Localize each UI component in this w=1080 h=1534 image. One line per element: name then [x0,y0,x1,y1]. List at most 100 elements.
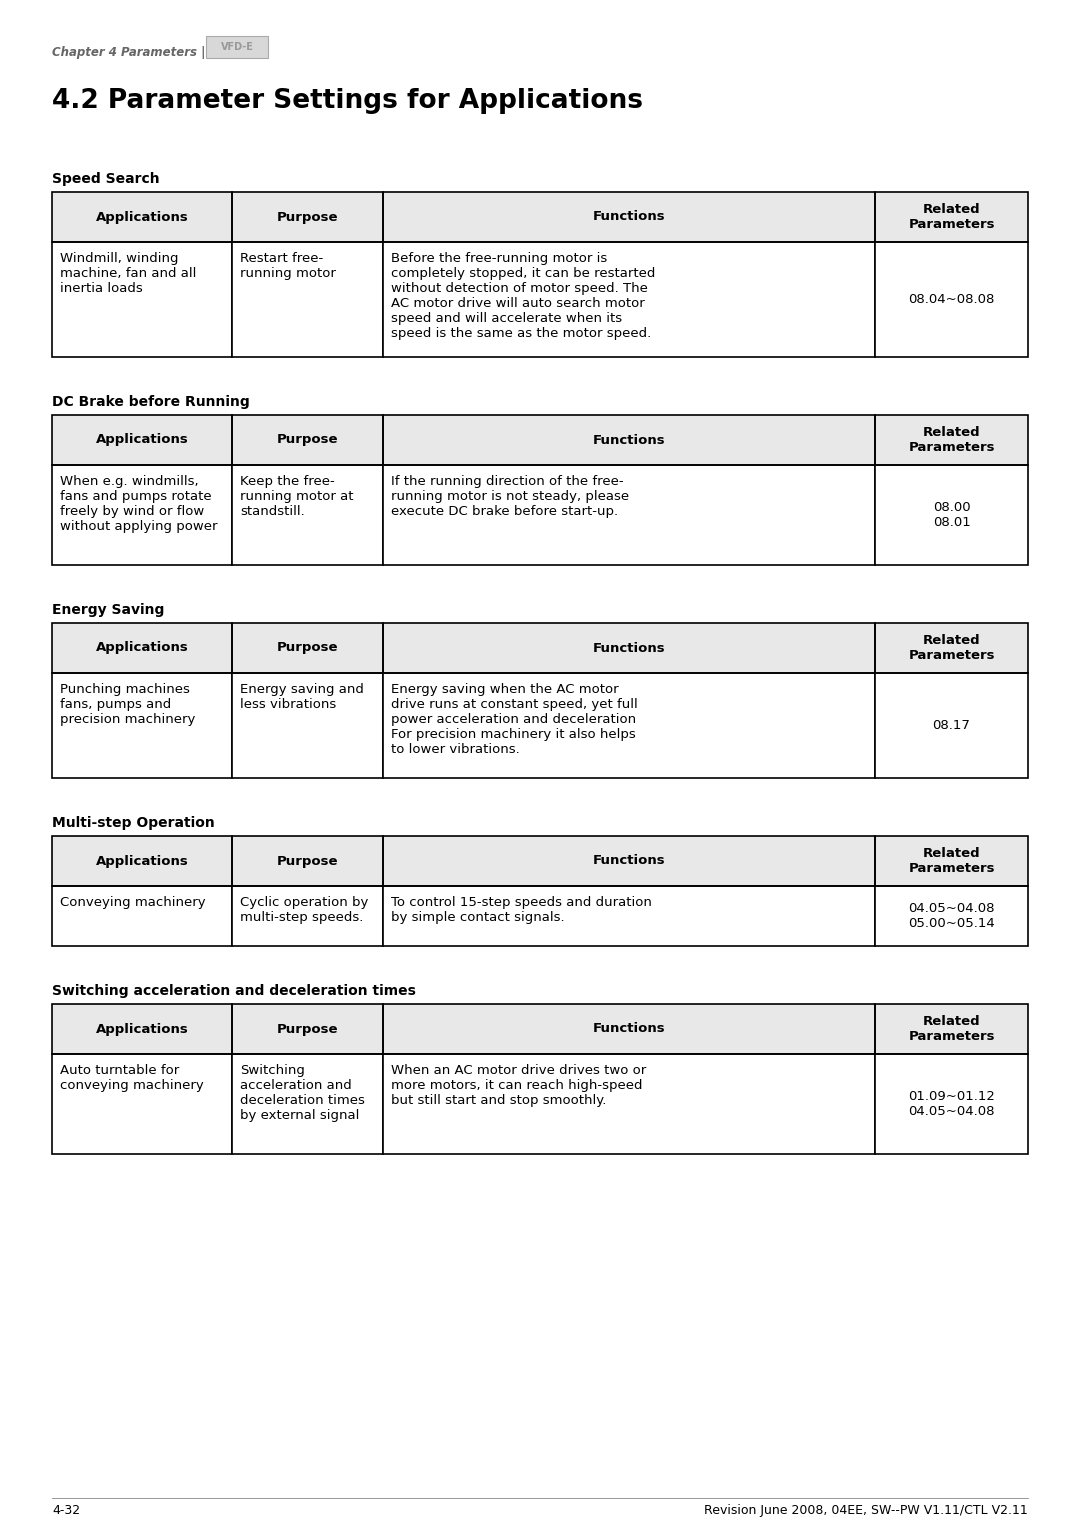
Bar [383,465,875,565]
Text: Purpose: Purpose [276,854,338,868]
Bar [232,1003,383,1054]
Text: Functions: Functions [593,1023,665,1035]
Text: 08.17: 08.17 [932,719,971,732]
Text: Related
Parameters: Related Parameters [908,634,995,663]
Bar [232,242,383,357]
Text: Applications: Applications [96,210,188,224]
Text: When e.g. windmills,
fans and pumps rotate
freely by wind or flow
without applyi: When e.g. windmills, fans and pumps rota… [60,476,217,532]
Text: Auto turntable for
conveying machinery: Auto turntable for conveying machinery [60,1065,204,1092]
Bar [206,35,268,58]
Text: 08.04~08.08: 08.04~08.08 [908,293,995,305]
Bar [875,465,1028,565]
Bar [875,673,1028,778]
Text: Switching
acceleration and
deceleration times
by external signal: Switching acceleration and deceleration … [240,1065,365,1121]
Bar [875,416,1028,465]
Bar [52,836,232,887]
Text: DC Brake before Running: DC Brake before Running [52,394,249,410]
Text: Keep the free-
running motor at
standstill.: Keep the free- running motor at standsti… [240,476,353,518]
Text: When an AC motor drive drives two or
more motors, it can reach high-speed
but st: When an AC motor drive drives two or mor… [391,1065,646,1108]
Bar [383,673,875,778]
Text: Switching acceleration and deceleration times: Switching acceleration and deceleration … [52,983,416,999]
Bar [875,192,1028,242]
Text: Revision June 2008, 04EE, SW--PW V1.11/CTL V2.11: Revision June 2008, 04EE, SW--PW V1.11/C… [704,1503,1028,1517]
Text: Related
Parameters: Related Parameters [908,847,995,874]
Text: VFD-E: VFD-E [220,41,254,52]
Bar [232,192,383,242]
Text: Punching machines
fans, pumps and
precision machinery: Punching machines fans, pumps and precis… [60,683,195,726]
Text: Energy saving when the AC motor
drive runs at constant speed, yet full
power acc: Energy saving when the AC motor drive ru… [391,683,638,756]
Bar [383,416,875,465]
Bar [232,623,383,673]
Text: Applications: Applications [96,641,188,655]
Bar [875,1003,1028,1054]
Text: Purpose: Purpose [276,1023,338,1035]
Bar [232,623,383,673]
Bar [383,623,875,673]
Text: Related
Parameters: Related Parameters [908,426,995,454]
Bar [232,836,383,887]
Bar [875,836,1028,887]
Text: Speed Search: Speed Search [52,172,160,186]
Bar [383,242,875,357]
Bar [52,192,232,242]
Bar [52,192,232,242]
Text: Chapter 4 Parameters |: Chapter 4 Parameters | [52,46,205,58]
Bar [875,192,1028,242]
Bar [875,623,1028,673]
Bar [383,887,875,946]
Bar [232,887,383,946]
Bar [52,887,232,946]
Bar [383,1003,875,1054]
Bar [383,623,875,673]
Text: Purpose: Purpose [276,641,338,655]
Bar [875,836,1028,887]
Bar [383,416,875,465]
Bar [52,623,232,673]
Text: 08.00
08.01: 08.00 08.01 [933,502,970,529]
Bar [875,623,1028,673]
Bar [232,673,383,778]
Bar [232,465,383,565]
Text: Applications: Applications [96,1023,188,1035]
Bar [52,416,232,465]
Bar [232,836,383,887]
Bar [52,1054,232,1154]
Text: 4-32: 4-32 [52,1503,80,1517]
Text: Energy Saving: Energy Saving [52,603,164,617]
Bar [383,1003,875,1054]
Bar [232,1003,383,1054]
Bar [232,416,383,465]
Bar [52,673,232,778]
Bar [52,416,232,465]
Bar [383,836,875,887]
Text: Multi-step Operation: Multi-step Operation [52,816,215,830]
Text: 04.05~04.08
05.00~05.14: 04.05~04.08 05.00~05.14 [908,902,995,930]
Text: To control 15-step speeds and duration
by simple contact signals.: To control 15-step speeds and duration b… [391,896,652,923]
Text: Related
Parameters: Related Parameters [908,202,995,232]
Bar [232,1054,383,1154]
Text: Functions: Functions [593,210,665,224]
Text: Before the free-running motor is
completely stopped, it can be restarted
without: Before the free-running motor is complet… [391,252,656,341]
Bar [52,623,232,673]
Text: Purpose: Purpose [276,210,338,224]
Text: Related
Parameters: Related Parameters [908,1016,995,1043]
Bar [232,192,383,242]
Text: Functions: Functions [593,434,665,446]
Bar [52,836,232,887]
Text: Cyclic operation by
multi-step speeds.: Cyclic operation by multi-step speeds. [240,896,368,923]
Text: 01.09~01.12
04.05~04.08: 01.09~01.12 04.05~04.08 [908,1091,995,1118]
Bar [875,1054,1028,1154]
Text: Applications: Applications [96,434,188,446]
Text: 4.2 Parameter Settings for Applications: 4.2 Parameter Settings for Applications [52,87,643,114]
Text: Applications: Applications [96,854,188,868]
Text: Conveying machinery: Conveying machinery [60,896,205,910]
Bar [52,465,232,565]
Text: Functions: Functions [593,854,665,868]
Bar [52,242,232,357]
Bar [875,1003,1028,1054]
Bar [383,192,875,242]
Bar [383,192,875,242]
Bar [383,1054,875,1154]
Text: If the running direction of the free-
running motor is not steady, please
execut: If the running direction of the free- ru… [391,476,630,518]
Text: Purpose: Purpose [276,434,338,446]
